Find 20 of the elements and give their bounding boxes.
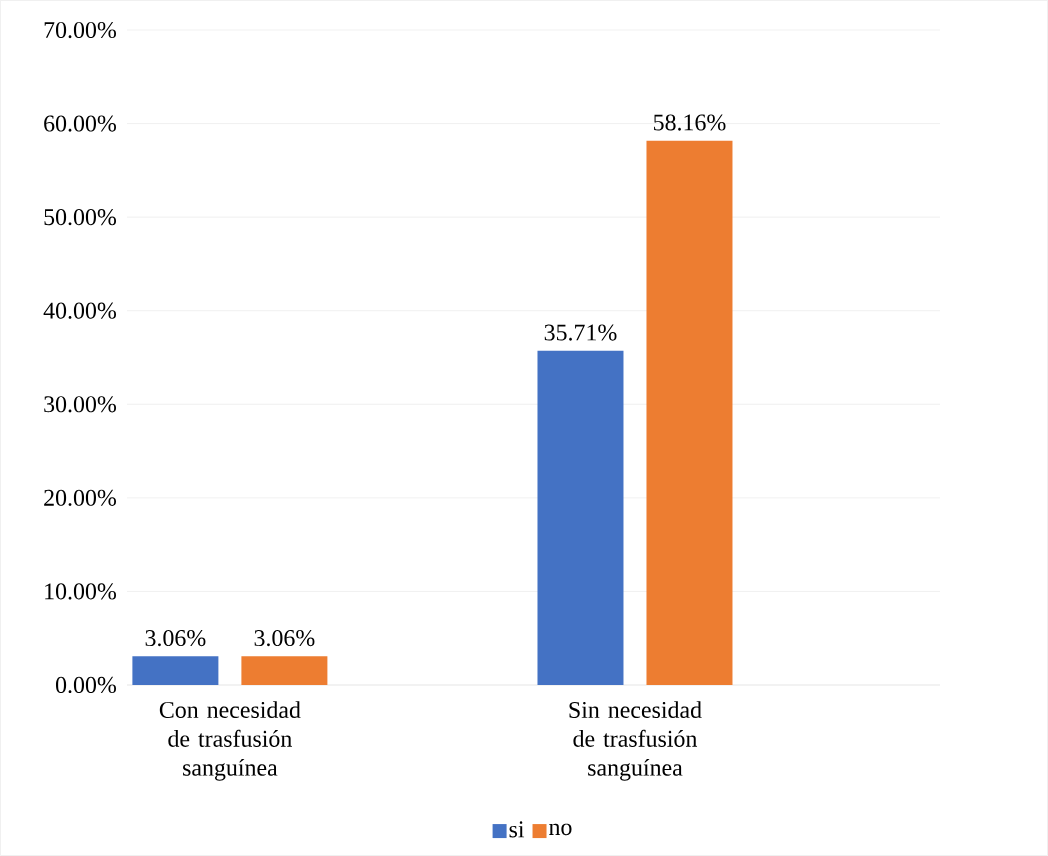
data-label: 58.16% [654,114,726,131]
bar [646,140,733,685]
y-tick-label: 70.00% [44,21,117,39]
x-tick-label: Con necesidad de trasfusión sanguínea [159,701,301,781]
y-tick-label: 40.00% [43,302,117,319]
x-tick-label: Sin necesidad de trasfusión sanguínea [569,701,702,781]
data-label: 3.06% [254,629,315,647]
bar [132,656,219,685]
y-tick-label: 0.00% [55,676,117,694]
y-tick-label: 60.00% [44,115,117,132]
y-tick-label: 30.00% [44,396,117,413]
data-label: 35.71% [544,324,617,341]
bar [537,350,624,685]
legend-label: si [509,821,525,838]
legend-label: no [549,823,572,836]
data-label: 3.06% [145,629,206,647]
y-tick-label: 20.00% [44,489,117,506]
y-tick-label: 10.00% [45,583,117,600]
y-tick-label: 50.00% [44,209,117,226]
bar [241,656,328,685]
